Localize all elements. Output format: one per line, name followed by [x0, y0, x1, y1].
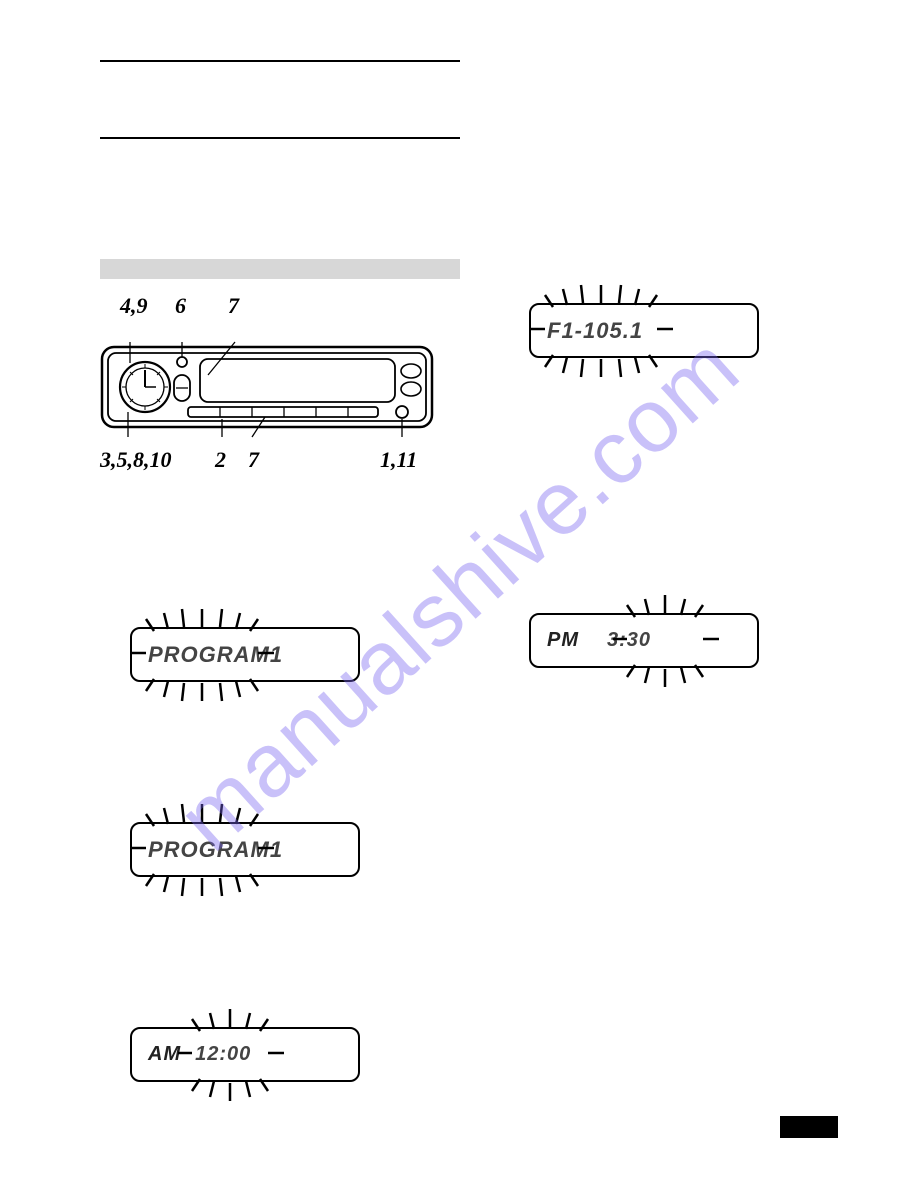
numlabel-top-1: 6 [175, 293, 186, 319]
lcd-text: PROGRAM1 [148, 837, 283, 863]
lcd-prefix: PM [547, 629, 579, 652]
lcd-time: 3:30 [607, 629, 651, 652]
lcd-text: PROGRAM1 [148, 642, 283, 668]
numlabel-bot-0: 3,5,8,10 [100, 447, 172, 473]
lcd-pm-330: PM 3:30 [529, 613, 759, 668]
page-number-box [780, 1116, 838, 1138]
numlabel-bot-3: 1,11 [380, 447, 417, 473]
section-graybar [100, 259, 460, 279]
car-stereo-icon [100, 327, 440, 447]
lcd-f1-freq: F1-105.1 [529, 303, 759, 358]
content-columns: 4,9 6 7 [100, 297, 858, 1082]
numlabel-top-2: 7 [228, 293, 239, 319]
rule-sub [100, 137, 460, 139]
lcd-time: 12:00 [195, 1043, 251, 1066]
lcd-text: F1-105.1 [547, 318, 643, 344]
device-diagram: 4,9 6 7 [100, 297, 449, 497]
lcd-prefix: AM [148, 1043, 181, 1066]
lcd-program1-a: PROGRAM1 [130, 627, 360, 682]
left-column: 4,9 6 7 [100, 297, 449, 1082]
right-column: F1-105.1 PM 3:30 [509, 297, 858, 1082]
lcd-am-1200: AM 12:00 [130, 1027, 360, 1082]
numlabel-bot-2: 7 [248, 447, 259, 473]
page: manualshive.com 4,9 6 7 [0, 0, 918, 1188]
numlabel-bot-1: 2 [215, 447, 226, 473]
lcd-program1-b: PROGRAM1 [130, 822, 360, 877]
rule-top [100, 60, 460, 62]
numlabel-top-0: 4,9 [120, 293, 148, 319]
